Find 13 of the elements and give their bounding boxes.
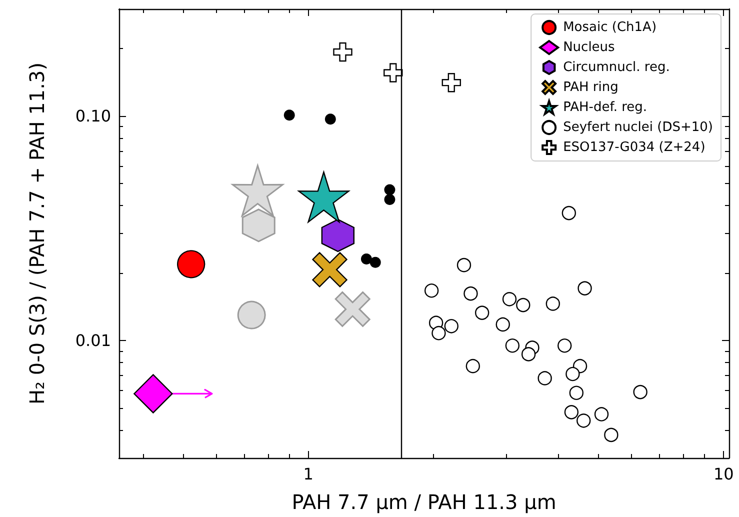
legend-label: PAH-def. reg. xyxy=(563,100,648,115)
y-tick-label: 0.10 xyxy=(75,106,111,126)
legend-label: Nucleus xyxy=(563,40,616,55)
y-tick-label: 0.01 xyxy=(75,331,111,350)
legend-label: Mosaic (Ch1A) xyxy=(563,20,657,35)
x-tick-label: 10 xyxy=(713,464,734,484)
x-axis-title: PAH 7.7 μm / PAH 11.3 μm xyxy=(292,490,556,514)
x-tick-label: 1 xyxy=(303,464,314,484)
legend-label: PAH ring xyxy=(563,80,618,95)
legend-label: Circumnucl. reg. xyxy=(563,60,670,75)
legend-label: Seyfert nuclei (DS+10) xyxy=(563,120,714,135)
legend-label: ESO137-G034 (Z+24) xyxy=(563,140,706,155)
y-axis-title: H₂ 0-0 S(3) / (PAH 7.7 + PAH 11.3) xyxy=(25,62,49,405)
